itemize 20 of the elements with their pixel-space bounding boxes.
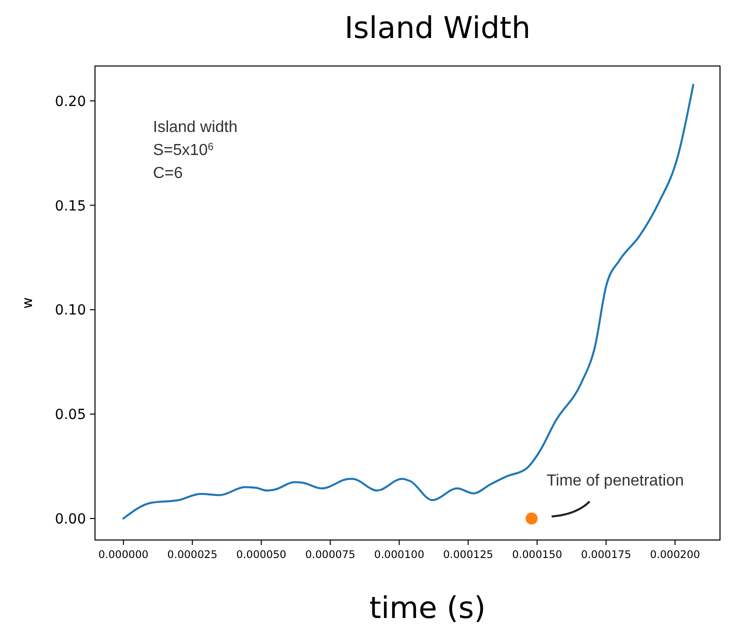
y-tick-label: 0.10	[54, 302, 86, 319]
x-tick-label: 0.000025	[167, 549, 218, 561]
x-tick-label: 0.000075	[305, 549, 356, 561]
x-tick-label: 0.000150	[512, 549, 562, 561]
x-tick-label: 0.000125	[443, 549, 494, 561]
annotation: Time of penetration	[546, 472, 684, 490]
line-series	[122, 84, 694, 520]
y-axis-title: w	[20, 297, 36, 309]
x-tick-label: 0.000000	[98, 549, 148, 561]
y-tick-label: 0.00	[54, 511, 86, 528]
x-axis-title: time (s)	[369, 591, 486, 626]
y-tick-label: 0.05	[54, 407, 86, 424]
x-tick-label: 0.000200	[650, 549, 700, 561]
y-tick-label: 0.15	[54, 198, 86, 214]
x-tick-label: 0.000050	[236, 549, 286, 561]
x-tick-label: 0.000175	[581, 549, 632, 561]
text: Island width S=5x10$^{6}$ C=6	[153, 119, 238, 182]
x-tick-label: 0.000100	[374, 549, 424, 561]
y-tick-label: 0.20	[54, 94, 86, 110]
chart-title: Island Width	[344, 11, 530, 46]
